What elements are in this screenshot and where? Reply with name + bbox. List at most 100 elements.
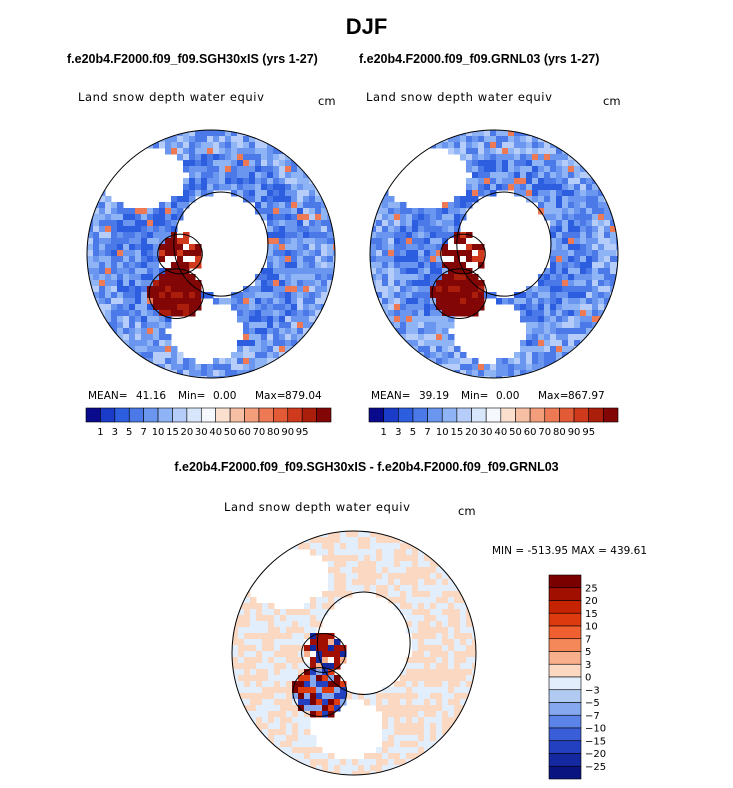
map-cell xyxy=(292,627,299,634)
map-cell xyxy=(460,364,467,371)
map-cell xyxy=(382,723,389,730)
map-cell xyxy=(616,256,618,263)
map-cell xyxy=(454,591,461,598)
map-cell xyxy=(256,651,263,658)
map-cell xyxy=(171,148,178,155)
map-cell xyxy=(189,262,196,269)
map-cell xyxy=(346,585,353,592)
map-cell xyxy=(93,262,100,269)
map-cell xyxy=(574,256,581,263)
map-cell xyxy=(285,256,292,263)
map-cell xyxy=(231,352,238,359)
map-cell xyxy=(550,352,557,359)
map-cell xyxy=(508,130,515,137)
map-cell xyxy=(225,358,232,365)
map-cell xyxy=(262,663,269,670)
map-cell xyxy=(418,657,425,664)
map-cell xyxy=(153,238,160,245)
map-cell xyxy=(159,262,166,269)
map-cell xyxy=(280,609,287,616)
map-cell xyxy=(129,268,136,275)
map-cell xyxy=(322,765,329,772)
map-cell xyxy=(315,208,322,215)
map-cell xyxy=(478,292,485,299)
map-cell xyxy=(231,154,238,161)
map-cell xyxy=(376,226,383,233)
map-cell xyxy=(261,358,268,365)
map-cell xyxy=(550,214,557,221)
map-cell xyxy=(274,657,281,664)
map-cell xyxy=(322,543,329,550)
map-cell xyxy=(616,250,618,257)
map-cell xyxy=(604,226,611,233)
colorbar-swatch xyxy=(573,407,590,423)
map-cell xyxy=(334,555,341,562)
map-cell xyxy=(322,651,329,658)
map-cell xyxy=(280,669,287,676)
map-cell xyxy=(370,753,377,760)
map-cell xyxy=(412,286,419,293)
map-cell xyxy=(406,304,413,311)
map-cell xyxy=(538,280,545,287)
map-cell xyxy=(310,675,317,682)
map-cell xyxy=(598,292,605,299)
map-cell xyxy=(598,244,605,251)
map-cell xyxy=(610,226,617,233)
map-cell xyxy=(442,681,449,688)
map-cell xyxy=(406,268,413,275)
map-cell xyxy=(141,280,148,287)
map-cell xyxy=(243,334,250,341)
map-cell xyxy=(436,358,443,365)
map-cell xyxy=(412,627,419,634)
map-cell xyxy=(478,304,485,311)
map-cell xyxy=(279,274,286,281)
panel1-border xyxy=(86,129,336,379)
map-cell xyxy=(406,286,413,293)
map-cell xyxy=(406,549,413,556)
map-cell xyxy=(388,244,395,251)
map-cell xyxy=(610,244,617,251)
map-cell xyxy=(556,220,563,227)
map-cell xyxy=(309,190,316,197)
map-cell xyxy=(538,160,545,167)
map-cell xyxy=(195,148,202,155)
map-cell xyxy=(238,657,245,664)
map-cell xyxy=(231,304,238,311)
map-cell xyxy=(460,262,467,269)
map-cell xyxy=(177,148,184,155)
map-cell xyxy=(244,687,251,694)
map-cell xyxy=(309,304,316,311)
map-cell xyxy=(261,328,268,335)
map-cell xyxy=(598,214,605,221)
map-cell xyxy=(430,735,437,742)
map-cell xyxy=(189,196,196,203)
map-cell xyxy=(328,561,335,568)
map-cell xyxy=(490,364,497,371)
map-cell xyxy=(237,172,244,179)
map-cell xyxy=(207,172,214,179)
map-cell xyxy=(249,142,256,149)
map-cell xyxy=(394,591,401,598)
map-cell xyxy=(436,729,443,736)
map-cell xyxy=(550,280,557,287)
map-cell xyxy=(418,729,425,736)
panel2-border xyxy=(369,129,619,379)
map-cell xyxy=(171,298,178,305)
map-cell xyxy=(514,292,521,299)
map-cell xyxy=(231,292,238,299)
map-cell xyxy=(400,735,407,742)
map-cell xyxy=(424,256,431,263)
map-cell xyxy=(105,232,112,239)
map-cell xyxy=(496,142,503,149)
map-cell xyxy=(291,334,298,341)
map-cell xyxy=(550,304,557,311)
map-cell xyxy=(436,723,443,730)
map-cell xyxy=(370,693,377,700)
map-cell xyxy=(406,741,413,748)
map-cell xyxy=(382,220,389,227)
map-cell xyxy=(328,585,335,592)
map-cell xyxy=(261,274,268,281)
map-cell xyxy=(592,256,599,263)
map-cell xyxy=(250,597,257,604)
